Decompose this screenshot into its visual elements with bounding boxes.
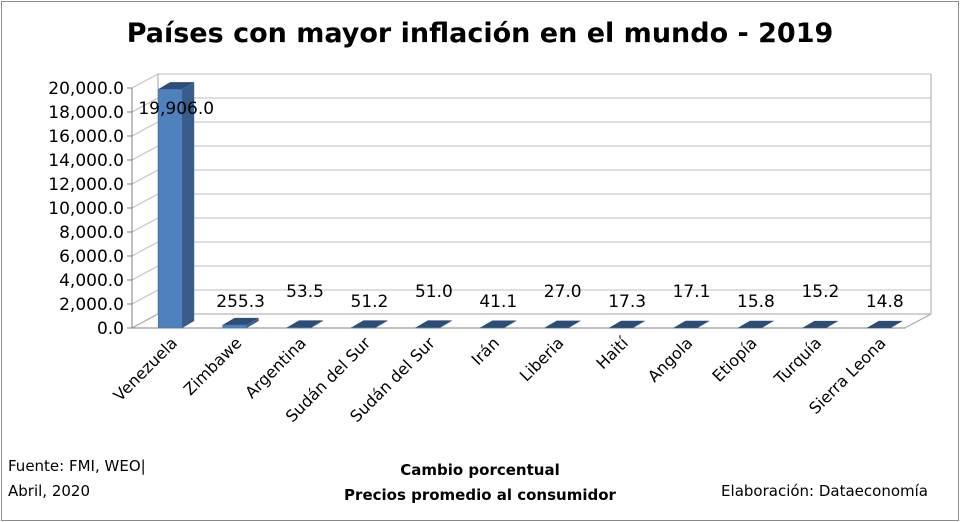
data-label: 15.2 — [801, 282, 839, 302]
x-axis-label-line-1: Cambio porcentual — [400, 461, 560, 479]
bar-side — [375, 320, 388, 328]
bar — [222, 324, 247, 329]
credit-note: Elaboración: Dataeconomía — [721, 482, 928, 500]
chart-title: Países con mayor inflación en el mundo -… — [126, 18, 834, 49]
x-axis-label-line-2: Precios promedio al consumidor — [344, 486, 616, 504]
gridline-side — [131, 121, 159, 137]
y-tick-label: 4,000.0 — [59, 271, 124, 291]
bar-side — [826, 320, 839, 328]
y-tick-label: 2,000.0 — [59, 295, 124, 315]
gridline-side — [131, 265, 159, 281]
y-tick-label: 12,000.0 — [48, 175, 124, 195]
bar-top — [609, 320, 646, 328]
data-label: 15.8 — [737, 292, 775, 312]
bar-top — [351, 320, 388, 328]
source-line-1: Fuente: FMI, WEO| — [8, 457, 146, 475]
bar-side — [697, 320, 710, 328]
bar-top — [158, 82, 195, 90]
bar-top — [415, 320, 452, 328]
data-label: 255.3 — [216, 292, 265, 312]
data-label: 17.3 — [608, 292, 646, 312]
bar — [157, 88, 183, 329]
y-tick-label: 10,000.0 — [48, 199, 124, 219]
gridline-side — [131, 169, 159, 185]
data-label: 41.1 — [479, 292, 517, 312]
y-tick-label: 0.0 — [97, 319, 124, 339]
bar — [351, 327, 376, 329]
bar-top — [544, 320, 581, 328]
bar-side — [761, 320, 774, 328]
y-tick-label: 18,000.0 — [48, 103, 124, 123]
bar-side — [568, 320, 581, 328]
data-label: 53.5 — [286, 282, 324, 302]
bar-side — [182, 82, 195, 329]
x-tick-label: Zimbawe — [180, 333, 246, 399]
bar-side — [890, 320, 903, 328]
bar-side — [311, 320, 324, 328]
x-tick-label: Liberia — [516, 333, 568, 385]
bar — [415, 327, 441, 329]
gridline-side — [131, 73, 159, 89]
x-tick-label: Irán — [468, 333, 504, 369]
x-tick-label: Argentina — [241, 333, 310, 402]
gridline-side — [131, 289, 159, 305]
data-label: 51.0 — [415, 282, 453, 302]
bar-top — [480, 320, 517, 328]
data-label: 17.1 — [673, 282, 711, 302]
bar-side — [504, 320, 517, 328]
x-tick-label: Haití — [592, 333, 632, 373]
y-tick-label: 16,000.0 — [48, 127, 124, 147]
gridline-side — [131, 241, 159, 257]
bar-side — [633, 320, 646, 328]
bar-side — [439, 320, 452, 328]
gridline-side — [131, 217, 159, 233]
gridline-side — [131, 97, 159, 113]
gridline-side — [131, 193, 159, 209]
x-tick-label: Turquía — [770, 333, 825, 388]
source-line-2: Abril, 2020 — [8, 482, 90, 500]
gridline-side — [131, 145, 159, 161]
x-tick-label: Angola — [644, 333, 697, 386]
x-axis-label: Cambio porcentual Precios promedio al co… — [0, 458, 960, 508]
data-label: 14.8 — [866, 292, 904, 312]
bar — [286, 327, 312, 329]
bar-top — [737, 320, 774, 328]
bar-top — [287, 320, 324, 328]
bar-top — [222, 317, 259, 325]
bar-top — [866, 320, 903, 328]
y-tick-label: 6,000.0 — [59, 247, 124, 267]
y-tick-label: 8,000.0 — [59, 223, 124, 243]
bar-top — [802, 320, 839, 328]
x-tick-label: Etiopía — [708, 333, 760, 385]
y-tick-label: 14,000.0 — [48, 151, 124, 171]
data-label: 51.2 — [351, 292, 389, 312]
source-note: Fuente: FMI, WEO| Abril, 2020 — [8, 454, 146, 504]
bar-top — [673, 320, 710, 328]
data-label: 27.0 — [544, 282, 582, 302]
x-tick-label: Venezuela — [109, 333, 181, 405]
data-label: 19,906.0 — [138, 99, 214, 119]
y-tick-label: 20,000.0 — [48, 79, 124, 99]
bar-side — [246, 317, 259, 328]
